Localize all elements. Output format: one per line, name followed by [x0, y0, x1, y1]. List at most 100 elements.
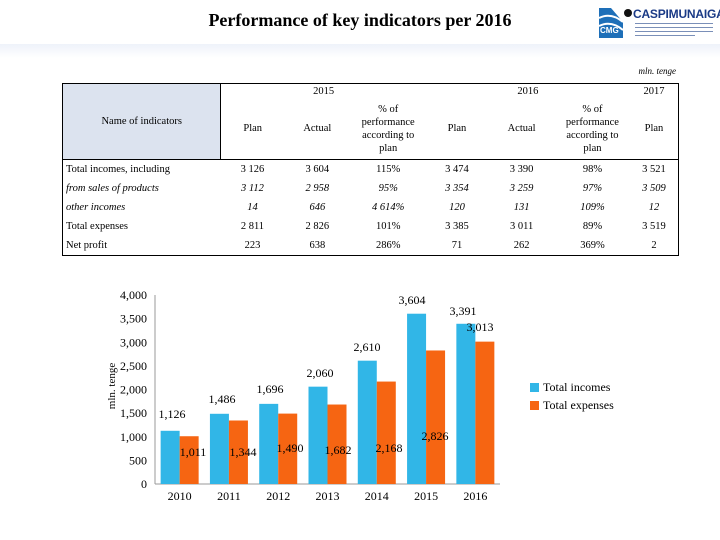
data-label-incomes: 2,610: [354, 340, 381, 354]
bar-total-expenses: [179, 436, 199, 484]
legend-label: Total expenses: [543, 397, 614, 412]
y-tick-label: 0: [141, 477, 147, 491]
table-cell: 71: [425, 236, 489, 256]
table-cell: 3 112: [241, 183, 264, 194]
table-cell: 3 604: [305, 164, 330, 175]
y-tick-label: 1,500: [120, 406, 147, 420]
bar-total-expenses: [475, 341, 495, 484]
table-cell: 89%: [582, 221, 603, 232]
table-cell: 120: [449, 202, 465, 213]
data-label-expenses: 1,344: [230, 445, 257, 459]
table-row: other incomes 14 646 4 614% 120 131 109%…: [61, 198, 679, 217]
year-header-2015: 2015: [220, 83, 426, 98]
bar-total-expenses: [278, 413, 298, 484]
page-title: Performance of key indicators per 2016: [208, 10, 512, 30]
table-row: Total expenses 2 811 2 826 101% 3 385 3 …: [61, 217, 679, 236]
x-tick-label: 2010: [168, 489, 192, 503]
bar-total-expenses: [327, 404, 347, 484]
table-cell: 131: [513, 202, 530, 213]
year-header-2016: 2016: [425, 83, 630, 98]
col-header: Plan: [425, 98, 489, 160]
bar-total-expenses: [426, 350, 446, 484]
y-tick-label: 2,500: [120, 359, 147, 373]
data-label-incomes: 2,060: [307, 366, 334, 380]
data-label-expenses: 1,490: [277, 441, 304, 455]
table-cell: 3 011: [509, 221, 534, 232]
bar-total-incomes: [259, 403, 279, 484]
row-name: other incomes: [61, 198, 221, 217]
bar-total-incomes: [160, 430, 180, 484]
legend-label: Total incomes: [543, 379, 611, 394]
table-cell: 101%: [375, 221, 401, 232]
table-cell: 3 126: [240, 164, 265, 175]
table-cell: 14: [247, 202, 258, 213]
data-label-expenses: 2,826: [422, 429, 449, 443]
table-cell: 3 385: [445, 221, 469, 232]
legend-swatch: [530, 400, 539, 410]
table-cell: 3 519: [629, 217, 679, 236]
table-cell: 97%: [582, 183, 603, 194]
table-cell: 2 811: [240, 221, 265, 232]
table-cell: 262: [488, 236, 555, 256]
data-label-expenses: 1,682: [325, 443, 352, 457]
table-cell: 2: [629, 236, 679, 256]
table-cell: 3 354: [445, 183, 469, 194]
logo-short-text: CMG: [600, 26, 619, 35]
x-tick-label: 2013: [316, 489, 340, 503]
table-cell: 95%: [378, 183, 398, 194]
col-header: Actual: [283, 98, 351, 160]
bar-total-expenses: [228, 420, 248, 484]
bar-total-incomes: [407, 313, 427, 484]
x-tick-label: 2012: [266, 489, 290, 503]
bar-total-incomes: [456, 323, 476, 484]
table-cell: 2 958: [305, 183, 330, 194]
row-name: Net profit: [61, 236, 221, 256]
table-cell: 286%: [350, 236, 426, 256]
table-cell: 98%: [582, 164, 603, 175]
table-cell: 223: [220, 236, 284, 256]
col-header: % of performance according to plan: [350, 98, 426, 160]
table-row: Total incomes, including 3 126 3 604 115…: [61, 159, 679, 179]
y-tick-label: 1,000: [120, 430, 147, 444]
bar-total-incomes: [357, 360, 377, 484]
table-cell: 3 509: [629, 179, 679, 198]
x-tick-label: 2011: [217, 489, 241, 503]
logo-mark-icon: [598, 8, 632, 38]
col-header: Plan: [629, 98, 679, 160]
x-tick-label: 2016: [463, 489, 487, 503]
table-cell: 12: [629, 198, 679, 217]
col-header: % of performance according to plan: [554, 98, 630, 160]
data-label-incomes: 1,486: [209, 392, 236, 406]
table-cell: 3 521: [629, 159, 679, 179]
data-label-expenses: 3,013: [467, 320, 494, 334]
indicators-table: Name of indicators 2015 2016 2017 Plan A…: [61, 83, 679, 256]
y-tick-label: 3,500: [120, 312, 147, 326]
x-tick-label: 2015: [414, 489, 438, 503]
logo-name-text: CASPIMUNAIGAS: [633, 7, 720, 21]
data-label-expenses: 1,011: [180, 445, 207, 459]
legend-swatch: [530, 382, 539, 392]
data-label-expenses: 2,168: [376, 441, 403, 455]
bar-total-expenses: [376, 381, 396, 484]
chart-legend: Total incomes Total expenses: [530, 378, 614, 414]
table-cell: 3 390: [509, 164, 534, 175]
bar-total-incomes: [308, 386, 328, 484]
data-label-incomes: 3,391: [450, 304, 477, 318]
y-tick-label: 500: [129, 453, 147, 467]
row-name: from sales of products: [61, 179, 221, 198]
x-tick-label: 2014: [365, 489, 389, 503]
unit-label: mln. tenge: [638, 66, 677, 76]
table-cell: 646: [309, 202, 326, 213]
table-cell: 3 259: [509, 183, 534, 194]
y-tick-label: 2,000: [120, 383, 147, 397]
data-label-incomes: 1,126: [159, 407, 186, 421]
table-cell: 2 826: [305, 221, 330, 232]
table-cell: 4 614%: [372, 202, 405, 213]
data-label-incomes: 1,696: [257, 382, 284, 396]
y-tick-label: 3,000: [120, 335, 147, 349]
bar-chart: mln. tenge 0 500 1,000 1,500 2,000 2,500 3,000…: [106, 288, 500, 503]
row-name: Total expenses: [61, 217, 221, 236]
y-axis-label: mln. tenge: [106, 363, 118, 410]
col-header: Plan: [220, 98, 284, 160]
table-cell: 109%: [580, 202, 605, 213]
